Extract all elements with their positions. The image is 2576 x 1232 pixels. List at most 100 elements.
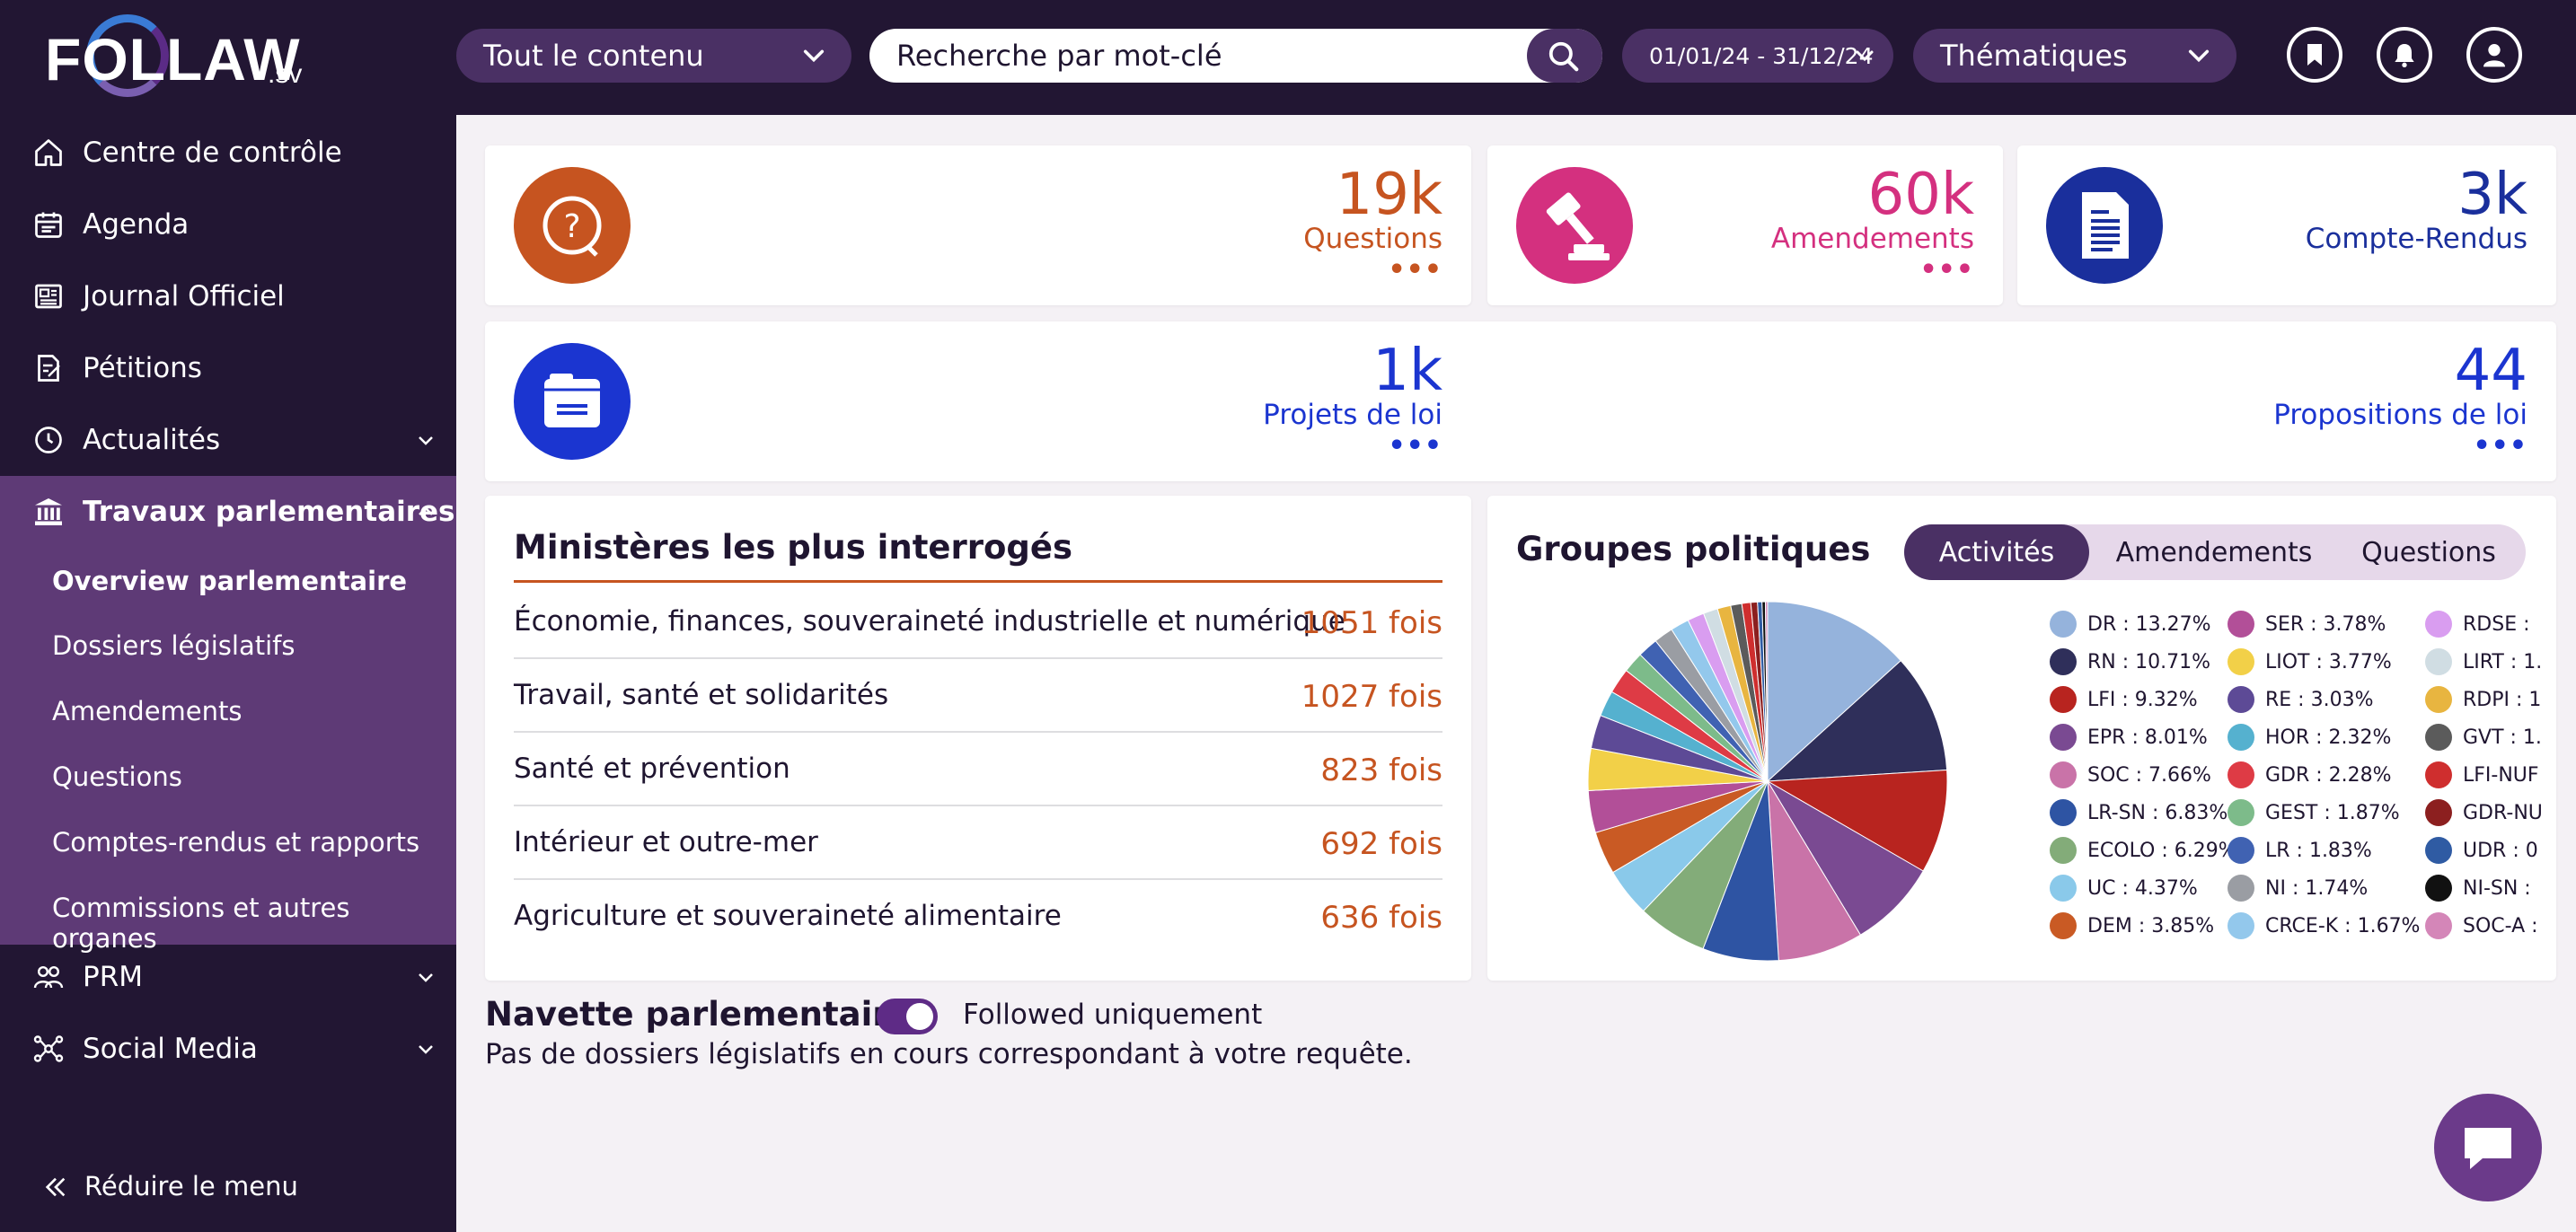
legend-swatch [2050,799,2077,826]
legend-swatch [2050,611,2077,638]
legend-swatch [2228,648,2254,675]
followed-toggle[interactable] [877,999,938,1034]
date-range-dropdown[interactable]: 01/01/24 - 31/12/24 [1622,29,1893,83]
bookmark-button[interactable] [2287,27,2342,83]
tab-questions[interactable]: Questions [2361,536,2496,568]
sidebar-sub-overview[interactable]: Overview parlementaire [52,566,408,596]
legend-swatch [2050,648,2077,675]
ministere-name: Agriculture et souveraineté alimentaire [514,900,1062,932]
sidebar-sub-amendements[interactable]: Amendements [52,696,243,726]
legend-label: SER : 3.78% [2265,613,2386,636]
legend-swatch [2228,837,2254,864]
legend-label: GEST : 1.87% [2265,802,2400,824]
legend-swatch [2050,724,2077,751]
legend-label: LR-SN : 6.83% [2087,802,2228,824]
tab-activites[interactable]: Activités [1904,524,2089,580]
more-dots-icon[interactable]: ••• [1388,430,1442,462]
notifications-button[interactable] [2377,27,2432,83]
legend-swatch [2050,837,2077,864]
search-input[interactable] [896,36,1507,75]
stat-card-comptes-rendus[interactable]: 3k Compte-Rendus [2017,145,2556,305]
stat-propositions-de-loi[interactable]: 44 Propositions de loi ••• [2017,321,2556,481]
sidebar-item-label: Social Media [83,1033,258,1065]
logo-text: FOLLAW [45,26,301,92]
svg-text:?: ? [563,208,580,245]
stat-value: 44 [2454,338,2527,404]
table-row[interactable]: Intérieur et outre-mer 692 fois [514,806,1442,880]
themes-dropdown[interactable]: Thématiques [1913,29,2236,83]
legend-swatch [2425,799,2452,826]
sidebar-item-actualites[interactable]: Actualités [0,404,456,476]
sidebar-sub-questions[interactable]: Questions [52,761,182,792]
legend-label: RDPI : 1 [2463,689,2542,711]
legend-label: HOR : 2.32% [2265,726,2392,749]
gavel-icon [1516,167,1633,284]
search-bar [869,29,1602,83]
legend-label: GDR : 2.28% [2265,764,2392,787]
question-icon: ? [514,167,631,284]
stat-label: Compte-Rendus [2305,223,2527,255]
more-dots-icon[interactable]: ••• [1388,254,1442,286]
table-row[interactable]: Santé et prévention 823 fois [514,733,1442,806]
content-filter-dropdown[interactable]: Tout le contenu [456,29,851,83]
sidebar-item-social-media[interactable]: Social Media [0,1013,456,1085]
sidebar-sub-comptes-rendus[interactable]: Comptes-rendus et rapports [52,827,420,858]
legend-label: NI-SN : [2463,877,2531,900]
petition-icon [38,355,60,382]
legend-swatch [2228,799,2254,826]
search-icon [1548,41,1579,72]
more-dots-icon[interactable]: ••• [2473,430,2527,462]
stat-card-questions[interactable]: ? 19k Questions ••• [485,145,1471,305]
ministere-name: Santé et prévention [514,752,790,785]
legend-label: NI : 1.74% [2265,877,2369,900]
sidebar-item-agenda[interactable]: Agenda [0,189,456,260]
legend-swatch [2228,912,2254,939]
people-icon [33,966,64,989]
sidebar-sub-commissions[interactable]: Commissions et autres organes [52,893,350,954]
table-row[interactable]: Agriculture et souveraineté alimentaire … [514,880,1442,954]
clock-icon [35,427,62,453]
stat-value: 1k [1372,338,1442,404]
user-account-button[interactable] [2466,27,2522,83]
chevron-down-icon [419,436,433,445]
stat-projets-de-loi[interactable]: 1k Projets de loi ••• [485,321,1471,481]
legend-label: GDR-NU [2463,802,2543,824]
document-icon [2046,167,2163,284]
sidebar-item-prm[interactable]: PRM [0,941,456,1013]
legend-swatch [2050,686,2077,713]
pie-slice-rn[interactable] [1766,660,1948,782]
chat-button[interactable] [2434,1094,2542,1201]
legend-swatch [2425,837,2452,864]
pie-slice-soc-a[interactable] [1764,601,1769,782]
legend-swatch [2050,912,2077,939]
sidebar-sub-dossiers[interactable]: Dossiers législatifs [52,630,296,661]
ministere-name: Intérieur et outre-mer [514,826,818,858]
sidebar-item-petitions[interactable]: Pétitions [0,332,456,404]
search-button[interactable] [1527,29,1602,83]
legend-label: DEM : 3.85% [2087,915,2215,937]
more-dots-icon[interactable]: ••• [1919,254,1974,286]
sidebar-item-travaux-parlementaires[interactable]: Travaux parlementaires [0,476,456,548]
pie-slice-lfi[interactable] [1766,769,1948,872]
folder-icon [514,343,631,460]
pie-slice-epr[interactable] [1767,780,1924,936]
pie-slice-soc[interactable] [1767,780,1862,962]
sidebar-item-label: Journal Officiel [83,280,285,312]
table-row[interactable]: Économie, finances, souveraineté industr… [514,585,1442,659]
tab-amendements[interactable]: Amendements [2115,536,2313,568]
sidebar-item-journal-officiel[interactable]: Journal Officiel [0,260,456,332]
ministere-count: 823 fois [1320,752,1442,788]
sidebar-item-centre-de-controle[interactable]: Centre de contrôle [0,117,456,189]
pie-slice-dr[interactable] [1767,601,1901,783]
legend-label: ECOLO : 6.29% [2087,840,2237,862]
legend-swatch [2425,724,2452,751]
logo[interactable]: FOLLAW .sv [45,13,314,99]
stat-card-amendements[interactable]: 60k Amendements ••• [1487,145,2003,305]
ministere-count: 692 fois [1320,826,1442,862]
stat-value: 60k [1867,162,1975,228]
chat-icon [2465,1128,2511,1169]
sidebar-item-label: Travaux parlementaires [83,496,455,528]
table-row[interactable]: Travail, santé et solidarités 1027 fois [514,659,1442,733]
bell-icon [2395,44,2414,67]
ministere-name: Travail, santé et solidarités [514,679,889,711]
